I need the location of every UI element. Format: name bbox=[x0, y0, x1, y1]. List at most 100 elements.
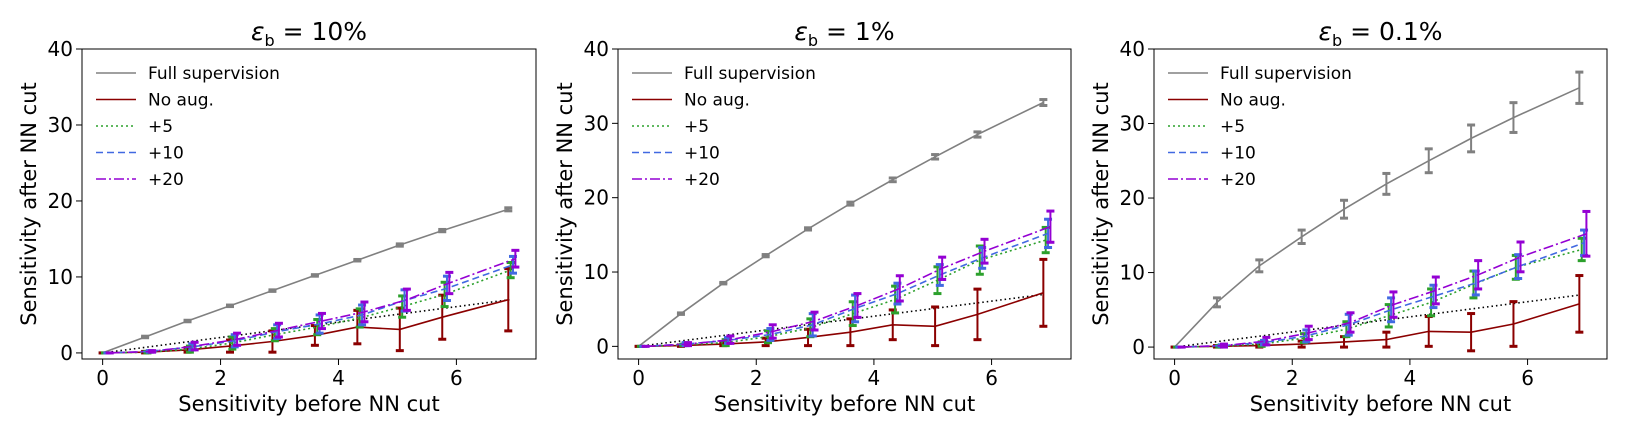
y-tick-label: 40 bbox=[48, 37, 73, 61]
series-line bbox=[640, 239, 1046, 348]
series-4 bbox=[641, 209, 1055, 348]
series-4 bbox=[1177, 209, 1591, 349]
y-axis-label: Sensitivity after NN cut bbox=[17, 82, 41, 326]
title-subscript: b bbox=[264, 31, 274, 50]
series-line bbox=[102, 208, 509, 354]
y-tick-label: 30 bbox=[48, 113, 73, 137]
x-tick-label: 2 bbox=[1286, 366, 1299, 390]
chart-title: εb = 10% bbox=[251, 17, 367, 50]
legend-label: Full supervision bbox=[148, 64, 280, 84]
series-line bbox=[638, 292, 1044, 348]
chart-panel-2: εb = 1% Sensitivity before NN cut Sensitiv… bbox=[553, 17, 1072, 416]
y-axis-label: Sensitivity after NN cut bbox=[553, 82, 577, 326]
series-line bbox=[1174, 87, 1580, 348]
y-tick-label: 30 bbox=[584, 111, 609, 135]
series-2 bbox=[636, 225, 1050, 348]
legend-label: No aug. bbox=[148, 91, 214, 111]
chart-title: εb = 1% bbox=[794, 17, 894, 50]
title-subscript: b bbox=[808, 31, 818, 50]
x-tick-label: 6 bbox=[1521, 366, 1534, 390]
series-3 bbox=[639, 217, 1053, 348]
series-line bbox=[109, 257, 516, 354]
series-line bbox=[1179, 242, 1585, 348]
title-subscript: b bbox=[1332, 31, 1342, 50]
reference-line bbox=[102, 298, 510, 354]
y-tick-label: 20 bbox=[1120, 186, 1145, 210]
y-tick-label: 10 bbox=[1120, 261, 1145, 285]
x-tick-label: 4 bbox=[1404, 366, 1417, 390]
title-value: = 1% bbox=[818, 17, 895, 46]
legend-label: +5 bbox=[148, 117, 173, 137]
chart-panel-1: εb = 10% Sensitivity before NN cut Sensiti… bbox=[17, 17, 537, 416]
series-2 bbox=[100, 261, 515, 355]
y-tick-label: 0 bbox=[1132, 335, 1145, 359]
legend-label: +20 bbox=[1220, 170, 1256, 190]
x-axis-label: Sensitivity before NN cut bbox=[1250, 392, 1511, 416]
legend: Full supervision No aug. +5 +10 +20 bbox=[96, 64, 280, 190]
x-axis-label: Sensitivity before NN cut bbox=[714, 392, 975, 416]
legend-label: No aug. bbox=[684, 91, 750, 111]
series-0 bbox=[1170, 70, 1584, 349]
legend-label: +20 bbox=[684, 170, 720, 190]
plot-area bbox=[1170, 70, 1591, 353]
x-tick-label: 4 bbox=[332, 366, 345, 390]
y-tick-label: 20 bbox=[584, 186, 609, 210]
title-symbol: ε bbox=[251, 17, 265, 46]
title-value: = 10% bbox=[275, 17, 367, 46]
x-tick-label: 6 bbox=[450, 366, 463, 390]
x-tick-label: 2 bbox=[750, 366, 763, 390]
x-tick-label: 0 bbox=[632, 366, 645, 390]
series-line bbox=[1174, 303, 1580, 348]
y-tick-label: 20 bbox=[48, 189, 73, 213]
y-tick-label: 40 bbox=[584, 37, 609, 61]
x-tick-label: 6 bbox=[985, 366, 998, 390]
y-tick-label: 30 bbox=[1120, 112, 1145, 136]
y-tick-label: 10 bbox=[48, 265, 73, 289]
series-line bbox=[107, 264, 514, 354]
series-3 bbox=[103, 254, 518, 355]
plot-frame bbox=[617, 48, 1072, 360]
x-tick-label: 4 bbox=[868, 366, 881, 390]
series-2 bbox=[1172, 236, 1586, 349]
legend: Full supervision No aug. +5 +10 +20 bbox=[632, 64, 816, 190]
legend-label: Full supervision bbox=[1220, 64, 1352, 84]
legend-label: +20 bbox=[148, 170, 184, 190]
chart-panel-3: εb = 0.1% Sensitivity before NN cut Sensit… bbox=[1089, 17, 1608, 416]
title-symbol: ε bbox=[794, 17, 808, 46]
series-1 bbox=[1170, 274, 1584, 353]
legend-label: Full supervision bbox=[684, 64, 816, 84]
legend-label: +5 bbox=[684, 117, 709, 137]
plot-area bbox=[634, 98, 1055, 348]
reference-line bbox=[1174, 294, 1581, 348]
series-line bbox=[643, 232, 1049, 348]
plot-frame bbox=[1153, 48, 1608, 360]
series-line bbox=[1181, 233, 1587, 348]
title-symbol: ε bbox=[1318, 17, 1332, 46]
plot-frame bbox=[81, 48, 537, 360]
y-tick-label: 40 bbox=[1120, 37, 1145, 61]
y-axis-label: Sensitivity after NN cut bbox=[1089, 82, 1113, 326]
y-tick-label: 0 bbox=[596, 334, 609, 358]
series-line bbox=[645, 225, 1051, 348]
x-tick-label: 0 bbox=[96, 366, 109, 390]
legend-label: +5 bbox=[1220, 117, 1245, 137]
x-tick-label: 2 bbox=[214, 366, 227, 390]
legend-label: +10 bbox=[148, 144, 184, 164]
legend-label: No aug. bbox=[1220, 91, 1286, 111]
legend-label: +10 bbox=[1220, 144, 1256, 164]
chart-title: εb = 0.1% bbox=[1318, 17, 1442, 50]
x-tick-label: 0 bbox=[1168, 366, 1181, 390]
series-0 bbox=[634, 98, 1048, 348]
y-tick-label: 0 bbox=[60, 341, 73, 365]
series-4 bbox=[105, 248, 520, 355]
y-tick-label: 10 bbox=[584, 260, 609, 284]
legend: Full supervision No aug. +5 +10 +20 bbox=[1168, 64, 1352, 190]
title-value: = 0.1% bbox=[1342, 17, 1442, 46]
x-axis-label: Sensitivity before NN cut bbox=[178, 392, 439, 416]
series-3 bbox=[1175, 228, 1589, 349]
reference-line bbox=[638, 293, 1045, 348]
plot-area bbox=[98, 206, 520, 355]
legend-label: +10 bbox=[684, 144, 720, 164]
series-line bbox=[638, 101, 1044, 348]
